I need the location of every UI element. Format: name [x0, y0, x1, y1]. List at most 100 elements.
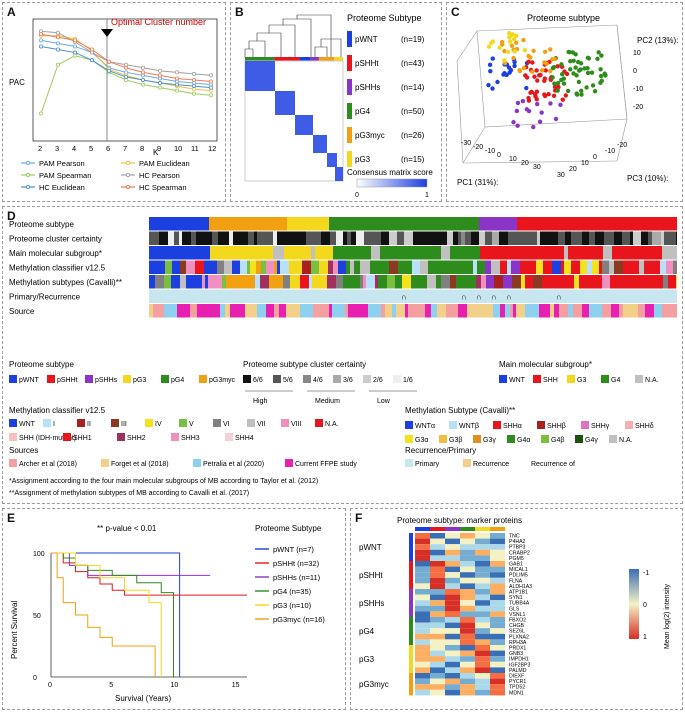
x-tick: 5	[89, 144, 93, 153]
methylation-shh-swatch	[225, 433, 233, 441]
track-cell	[458, 231, 461, 245]
cavalli-label: G4γ	[585, 437, 598, 444]
track-cell	[218, 231, 224, 245]
track-cell	[273, 231, 277, 245]
track-cell	[366, 275, 375, 289]
cavalli-swatch	[625, 421, 633, 429]
track-cell	[247, 260, 250, 274]
track-cell	[360, 275, 363, 289]
x-label: Survival (Years)	[115, 694, 172, 703]
track-cell	[283, 275, 290, 289]
track-cell	[548, 289, 554, 303]
panel-label: D	[7, 209, 16, 223]
track-cell	[660, 260, 666, 274]
track-cell	[555, 231, 558, 245]
optimal-cluster-annotation: Optimal Cluster number	[111, 17, 206, 27]
track-cell	[507, 246, 514, 260]
track-cell	[553, 246, 561, 260]
gene-label: FBXO2	[509, 618, 526, 624]
track-cell	[510, 304, 513, 318]
pc3-label: PC3 (10%):	[627, 174, 668, 183]
track-cell	[619, 304, 623, 318]
row-label: Proteome cluster certainty	[9, 235, 102, 244]
track-cell	[480, 246, 488, 260]
main-subgroup-swatch	[635, 375, 643, 383]
track-cell	[205, 275, 208, 289]
heat-cell	[445, 577, 460, 584]
track-cell	[180, 275, 186, 289]
heat-cell	[490, 589, 505, 595]
data-point	[140, 70, 145, 75]
track-cell	[279, 304, 286, 318]
track-cell	[443, 231, 447, 245]
panel-d: D Proteome subtype Proteome cluster certa…	[2, 206, 683, 504]
track-cell	[669, 246, 677, 260]
track-cell	[498, 289, 506, 303]
track-cell	[525, 289, 531, 303]
heat-cell	[475, 661, 490, 668]
heat-cell	[415, 577, 430, 584]
pca-point	[573, 65, 578, 70]
certainty-swatch	[393, 375, 401, 383]
track-cell	[348, 304, 356, 318]
subtype-label: pWNT	[19, 377, 40, 384]
track-cell	[631, 304, 638, 318]
track-cell	[311, 260, 319, 274]
track-cell	[500, 246, 507, 260]
x-tick: -30	[461, 140, 471, 147]
pca-point	[534, 68, 539, 73]
track-cell	[274, 304, 279, 318]
track-cell	[438, 260, 446, 274]
track-cell	[163, 246, 170, 260]
track-cell	[458, 304, 461, 318]
track-cell	[305, 246, 311, 260]
methylation-shh-swatch	[171, 433, 179, 441]
heat-cell	[445, 678, 460, 685]
track-cell	[623, 260, 631, 274]
heat-cell	[445, 594, 460, 601]
track-cell	[602, 275, 610, 289]
z-tick: 10	[633, 50, 641, 57]
heat-cell	[460, 667, 475, 673]
track-cell	[676, 304, 677, 318]
track-cell	[228, 260, 232, 274]
pca-point	[579, 88, 584, 94]
track-cell	[657, 289, 660, 303]
heat-cell	[475, 577, 490, 584]
track-cell	[224, 260, 228, 274]
track-cell	[499, 231, 508, 245]
data-point	[191, 84, 196, 89]
track-cell	[286, 304, 294, 318]
x-tick: 0	[497, 152, 501, 159]
track-cell	[644, 260, 652, 274]
track-cell	[416, 231, 421, 245]
certainty-label: 4/6	[313, 377, 323, 384]
track-cell	[240, 260, 247, 274]
track-cell	[156, 246, 163, 260]
subtype-swatch	[347, 151, 352, 167]
track-cell	[408, 289, 412, 303]
x-tick: 8	[140, 144, 144, 153]
subtype-segment	[149, 217, 209, 231]
heat-cell	[460, 661, 475, 668]
track-cell	[593, 275, 597, 289]
heat-cell	[475, 622, 490, 629]
track-cell	[500, 304, 505, 318]
consensus-block	[245, 61, 275, 91]
group-label: pG3myc	[359, 680, 389, 689]
panel-label: E	[7, 511, 16, 525]
track-cell	[275, 275, 278, 289]
pca-point	[542, 93, 548, 99]
track-cell	[360, 289, 368, 303]
z-tick: -20	[633, 104, 643, 111]
heat-cell	[475, 673, 490, 679]
pca-point	[598, 67, 603, 72]
pca-point	[526, 108, 532, 114]
track-cell	[455, 246, 459, 260]
track-cell	[512, 275, 521, 289]
x-tick: -10	[485, 148, 495, 155]
heat-cell	[460, 628, 475, 634]
track-cell	[483, 289, 492, 303]
track-cell	[453, 231, 458, 245]
main-subgroup-swatch	[601, 375, 609, 383]
